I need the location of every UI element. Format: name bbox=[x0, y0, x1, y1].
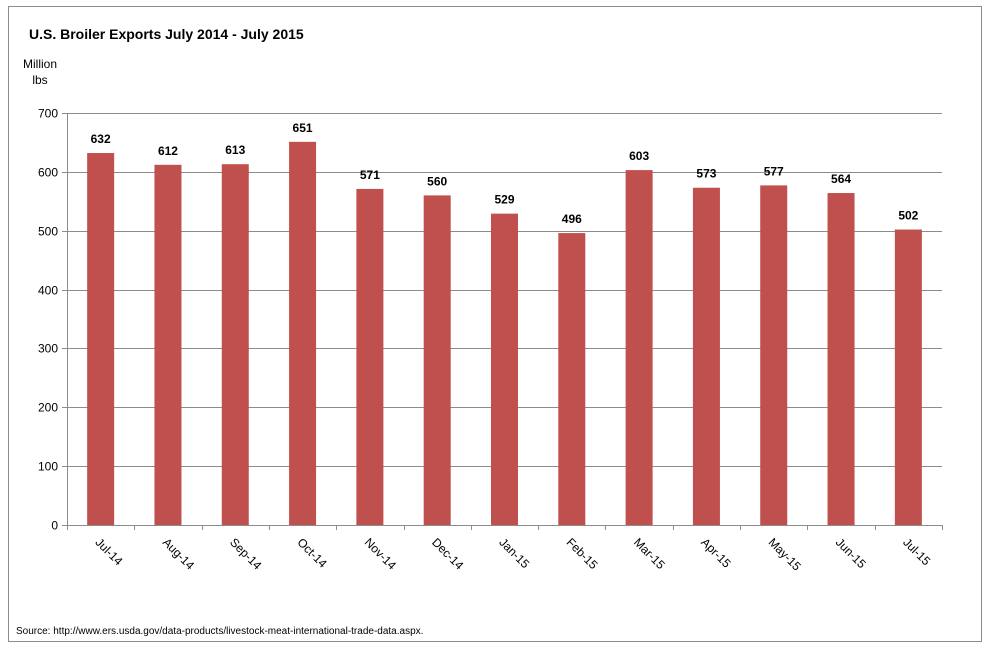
y-tick-label: 200 bbox=[38, 401, 58, 415]
data-label: 571 bbox=[360, 168, 380, 182]
bar-Nov-14 bbox=[356, 188, 384, 525]
x-tick-label: Mar-15 bbox=[631, 535, 668, 572]
x-tick-label: Sep-14 bbox=[227, 535, 264, 572]
x-tick-label: Dec-14 bbox=[429, 535, 466, 572]
bar-Dec-14 bbox=[423, 195, 451, 525]
bar-Apr-15 bbox=[692, 187, 720, 525]
y-tick-label: 100 bbox=[38, 460, 58, 474]
data-label: 632 bbox=[91, 132, 111, 146]
bars bbox=[87, 141, 922, 525]
bar-Sep-14 bbox=[221, 164, 249, 525]
bar-May-15 bbox=[760, 185, 788, 525]
bar-Feb-15 bbox=[558, 233, 586, 525]
x-tick-label: Jan-15 bbox=[496, 535, 532, 571]
y-tick-label: 400 bbox=[38, 284, 58, 298]
x-tick-label: Jul-15 bbox=[900, 535, 933, 568]
y-axis-unit-label: Million lbs bbox=[20, 56, 60, 88]
x-tick-label: Aug-14 bbox=[160, 535, 197, 572]
x-tick-label: Nov-14 bbox=[362, 535, 399, 572]
y-tick-label: 600 bbox=[38, 166, 58, 180]
bar-Aug-14 bbox=[154, 164, 182, 525]
axes bbox=[62, 113, 943, 530]
y-tick-label: 0 bbox=[51, 519, 58, 533]
data-label: 603 bbox=[629, 149, 649, 163]
x-tick-label: May-15 bbox=[766, 535, 804, 573]
data-label: 612 bbox=[158, 144, 178, 158]
data-label: 529 bbox=[494, 193, 514, 207]
bar-Oct-14 bbox=[289, 141, 317, 525]
data-label: 560 bbox=[427, 174, 447, 188]
bar-Jun-15 bbox=[827, 193, 855, 525]
y-tick-label: 300 bbox=[38, 342, 58, 356]
bar-Jan-15 bbox=[491, 213, 518, 525]
data-label: 651 bbox=[293, 121, 313, 135]
bar-Mar-15 bbox=[625, 170, 653, 525]
data-label: 573 bbox=[696, 167, 716, 181]
x-tick-label: Feb-15 bbox=[564, 535, 601, 572]
chart-title: U.S. Broiler Exports July 2014 - July 20… bbox=[29, 26, 304, 42]
y-axis-unit-line-1: Million bbox=[22, 57, 57, 71]
data-label: 564 bbox=[831, 172, 851, 186]
data-label: 496 bbox=[562, 212, 582, 226]
x-tick-label: Oct-14 bbox=[294, 535, 330, 571]
x-tick-label: Jul-14 bbox=[93, 535, 126, 568]
data-label: 613 bbox=[225, 143, 245, 157]
data-label: 502 bbox=[898, 209, 918, 223]
y-tick-label: 500 bbox=[38, 225, 58, 239]
source-note: Source: http://www.ers.usda.gov/data-pro… bbox=[16, 626, 424, 637]
bar-Jul-14 bbox=[87, 153, 115, 525]
data-label: 577 bbox=[764, 164, 784, 178]
x-tick-label: Apr-15 bbox=[698, 535, 734, 571]
x-tick-label: Jun-15 bbox=[833, 535, 869, 571]
y-tick-label: 700 bbox=[38, 107, 58, 121]
y-axis-unit-line-2: lbs bbox=[32, 73, 48, 87]
bar-Jul-15 bbox=[894, 229, 922, 525]
